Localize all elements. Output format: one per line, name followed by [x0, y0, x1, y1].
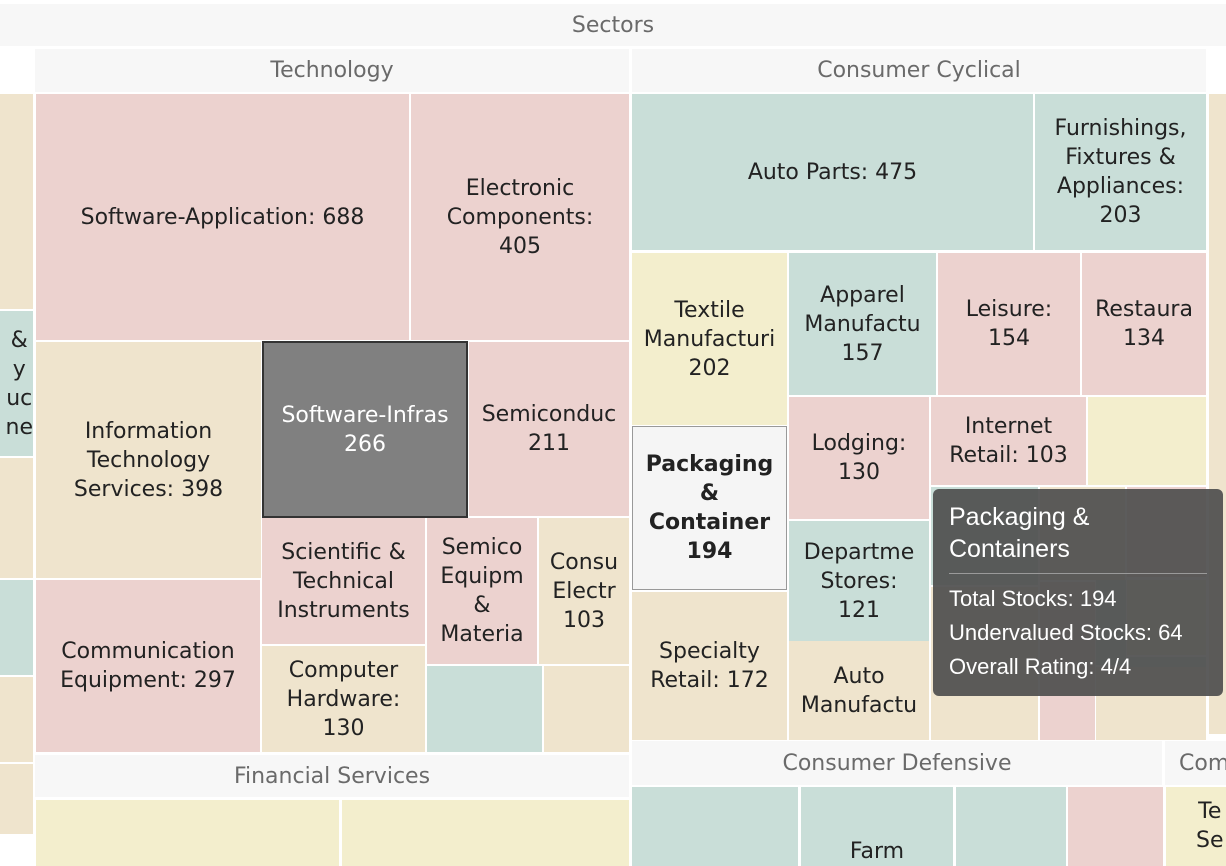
tile-textile[interactable]: Textile Manufacturi 202 [632, 253, 787, 425]
tile[interactable] [0, 94, 33, 309]
header-sectors[interactable]: Sectors [0, 4, 1226, 46]
tile-leisure[interactable]: Leisure: 154 [938, 253, 1080, 395]
tooltip-overall-rating: Overall Rating: 4/4 [949, 654, 1132, 679]
header-consumer-cyclical[interactable]: Consumer Cyclical [632, 49, 1206, 92]
tile-furnishings[interactable]: Furnishings, Fixtures & Appliances: 203 [1035, 94, 1206, 250]
tile-internet[interactable]: Internet Retail: 103 [931, 397, 1086, 485]
tile[interactable] [36, 800, 339, 866]
tile[interactable] [544, 666, 629, 752]
tile-[interactable]: & y uc ne [0, 311, 33, 456]
tile-software-application[interactable]: Software-Application: 688 [36, 94, 409, 340]
tile-packaging[interactable]: Packaging & Container 194 [632, 426, 787, 590]
tile-consu[interactable]: Consu Electr 103 [539, 518, 629, 664]
tile-te[interactable]: Te Se [1166, 787, 1226, 866]
tile[interactable] [0, 764, 33, 834]
tile-semiconduc[interactable]: Semiconduc 211 [469, 342, 629, 516]
tile-electronic[interactable]: Electronic Components: 405 [411, 94, 629, 340]
tile-semico[interactable]: Semico Equipm & Materia [427, 518, 537, 664]
tile[interactable] [0, 458, 33, 578]
tooltip-undervalued-stocks: Undervalued Stocks: 64 [949, 620, 1183, 645]
header-com[interactable]: Com [1165, 741, 1226, 785]
tile[interactable] [1088, 397, 1206, 485]
tile-auto-parts[interactable]: Auto Parts: 475 [632, 94, 1033, 250]
hover-tooltip: Packaging & Containers Total Stocks: 194… [933, 489, 1223, 696]
tile-information[interactable]: Information Technology Services: 398 [36, 342, 261, 578]
tile[interactable] [0, 677, 33, 762]
tile[interactable] [427, 666, 542, 752]
tile-restaura[interactable]: Restaura 134 [1082, 253, 1206, 395]
header-technology[interactable]: Technology [35, 49, 629, 92]
tile-apparel[interactable]: Apparel Manufactu 157 [789, 253, 936, 395]
tile[interactable] [342, 800, 629, 866]
tile-lodging[interactable]: Lodging: 130 [789, 397, 929, 519]
tile-auto[interactable]: Auto Manufactu [789, 641, 929, 740]
header-financial-services[interactable]: Financial Services [35, 755, 629, 797]
tile-computer[interactable]: Computer Hardware: 130 [262, 646, 425, 752]
tooltip-title: Packaging & Containers [949, 501, 1207, 574]
tile-software-infras[interactable]: Software-Infras 266 [262, 341, 468, 518]
header-consumer-defensive[interactable]: Consumer Defensive [632, 741, 1162, 785]
tile[interactable] [632, 787, 798, 866]
tile-scientific[interactable]: Scientific & Technical Instruments [262, 518, 425, 644]
tile[interactable] [0, 580, 33, 675]
tile-farm[interactable]: Farm [801, 787, 953, 866]
tooltip-total-stocks: Total Stocks: 194 [949, 586, 1117, 611]
tile-departme[interactable]: Departme Stores: 121 [789, 521, 929, 641]
tile-specialty[interactable]: Specialty Retail: 172 [632, 592, 787, 740]
tile[interactable] [956, 787, 1066, 866]
tile[interactable] [1068, 787, 1163, 866]
tile-communication[interactable]: Communication Equipment: 297 [36, 580, 260, 752]
